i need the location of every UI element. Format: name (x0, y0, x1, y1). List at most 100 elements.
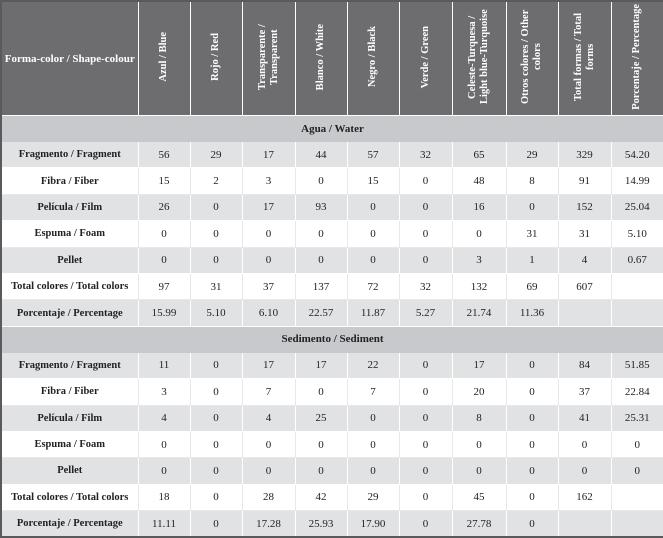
table-cell: 0 (189, 378, 243, 406)
table-cell: 25 (294, 404, 348, 432)
table-cell: 17 (241, 140, 296, 169)
table-cell: 0 (451, 220, 507, 248)
table-cell: 25.04 (610, 193, 663, 222)
table-cell: 32 (398, 140, 453, 169)
table-cell: 48 (451, 167, 507, 195)
table-cell: 7 (241, 378, 296, 406)
table-cell: 97 (137, 272, 191, 301)
table-cell: 41 (557, 404, 612, 432)
table-cell (610, 510, 663, 538)
table-cell: 22.84 (610, 378, 663, 406)
table-cell: 45 (451, 483, 507, 512)
table-cell: 8 (451, 404, 507, 432)
table-cell: 0 (557, 430, 612, 459)
table-cell: 0 (451, 457, 507, 485)
table-cell: 1 (505, 246, 559, 274)
table-cell: 0 (189, 246, 243, 274)
table-cell: 0 (294, 220, 348, 248)
table-cell: 0 (294, 167, 348, 195)
table-cell: 0 (189, 351, 243, 380)
table-cell: 26 (137, 193, 191, 222)
table-cell: 18 (137, 483, 191, 512)
table-cell: 0 (137, 246, 191, 274)
table-cell: 0 (346, 220, 400, 248)
table-cell: 0 (294, 457, 348, 485)
table-cell: 137 (294, 272, 348, 301)
table-cell: 0 (189, 193, 243, 222)
table-cell: 15 (346, 167, 400, 195)
table-cell: 3 (241, 167, 296, 195)
row-label: Espuma / Foam (0, 220, 139, 248)
table-cell: 0 (189, 430, 243, 459)
table-cell: 0 (294, 246, 348, 274)
table-cell: 0 (398, 378, 453, 406)
table-cell: 42 (294, 483, 348, 512)
table-cell: 0 (505, 193, 559, 222)
header-column-label: Transparente / Transparent (256, 24, 280, 90)
table-cell: 25.31 (610, 404, 663, 432)
table-cell: 4 (557, 246, 612, 274)
table-row: Pellet 0 0 0 0 0 0 0 0 0 0 (0, 457, 663, 485)
table-cell: 0 (189, 404, 243, 432)
table-row: Espuma / Foam 0 0 0 0 0 0 0 0 0 0 (0, 430, 663, 459)
table-cell: 0 (398, 167, 453, 195)
table-cell: 25.93 (294, 510, 348, 538)
table-row: Total colores / Total colors 18 0 28 42 29 0 45… (0, 483, 663, 512)
table-cell: 0 (398, 193, 453, 222)
table-cell: 37 (241, 272, 296, 301)
header-column-label: Porcentaje / Percentage (631, 4, 643, 110)
table-cell: 8 (505, 167, 559, 195)
section-row: Agua / Water (0, 115, 663, 142)
table-cell: 0 (189, 220, 243, 248)
table-cell: 29 (346, 483, 400, 512)
row-label: Fragmento / Fragment (0, 140, 139, 169)
table-cell: 51.85 (610, 351, 663, 380)
table-row: Fragmento / Fragment 56 29 17 44 57 32 65 29 329 5… (0, 140, 663, 169)
table-cell: 14.99 (610, 167, 663, 195)
header-column: Azul / Blue (137, 0, 191, 116)
table-cell: 0 (505, 457, 559, 485)
section-title: Sedimento / Sediment (0, 325, 663, 353)
table-cell (610, 299, 663, 327)
header-column: Verde / Green (398, 0, 453, 116)
table-cell: 0 (505, 378, 559, 406)
table-cell: 0 (610, 430, 663, 459)
table-cell: 65 (451, 140, 507, 169)
table-row: Película / Film 4 0 4 25 0 0 8 0 41 25.31 (0, 404, 663, 432)
table-row: Pellet 0 0 0 0 0 0 3 1 4 0.67 (0, 246, 663, 274)
table-cell: 56 (137, 140, 191, 169)
table-cell: 17.28 (241, 510, 296, 538)
header-column-label: Total formas / Total forms (572, 13, 596, 101)
table-cell (557, 510, 612, 538)
table-cell: 31 (505, 220, 559, 248)
table-cell: 0 (346, 457, 400, 485)
header-column-label: Celeste-Turquesa / Light blue-Turquoise (467, 9, 490, 105)
table-cell: 0 (505, 483, 559, 512)
table-cell: 0 (346, 246, 400, 274)
table-cell: 15 (137, 167, 191, 195)
table-cell: 31 (189, 272, 243, 301)
table-cell: 0 (398, 483, 453, 512)
row-label: Porcentaje / Percentage (0, 510, 139, 538)
table-cell: 0 (398, 404, 453, 432)
table-cell: 0 (241, 430, 296, 459)
table-cell: 17.90 (346, 510, 400, 538)
table-cell: 0 (294, 430, 348, 459)
row-label: Fragmento / Fragment (0, 351, 139, 380)
table-cell: 6.10 (241, 299, 296, 327)
header-column: Blanco / White (294, 0, 348, 116)
table-cell: 0 (398, 457, 453, 485)
header-column: Total formas / Total forms (557, 0, 612, 116)
table-cell (610, 272, 663, 301)
table-cell: 17 (241, 351, 296, 380)
table-cell: 15.99 (137, 299, 191, 327)
table-cell: 0 (398, 246, 453, 274)
table-row: Espuma / Foam 0 0 0 0 0 0 0 31 31 5.10 (0, 220, 663, 248)
table-cell: 54.20 (610, 140, 663, 169)
table-cell: 17 (294, 351, 348, 380)
table-cell: 16 (451, 193, 507, 222)
table-cell: 0 (505, 404, 559, 432)
table-cell: 17 (241, 193, 296, 222)
section-row: Sedimento / Sediment (0, 325, 663, 353)
table-cell: 0 (505, 351, 559, 380)
